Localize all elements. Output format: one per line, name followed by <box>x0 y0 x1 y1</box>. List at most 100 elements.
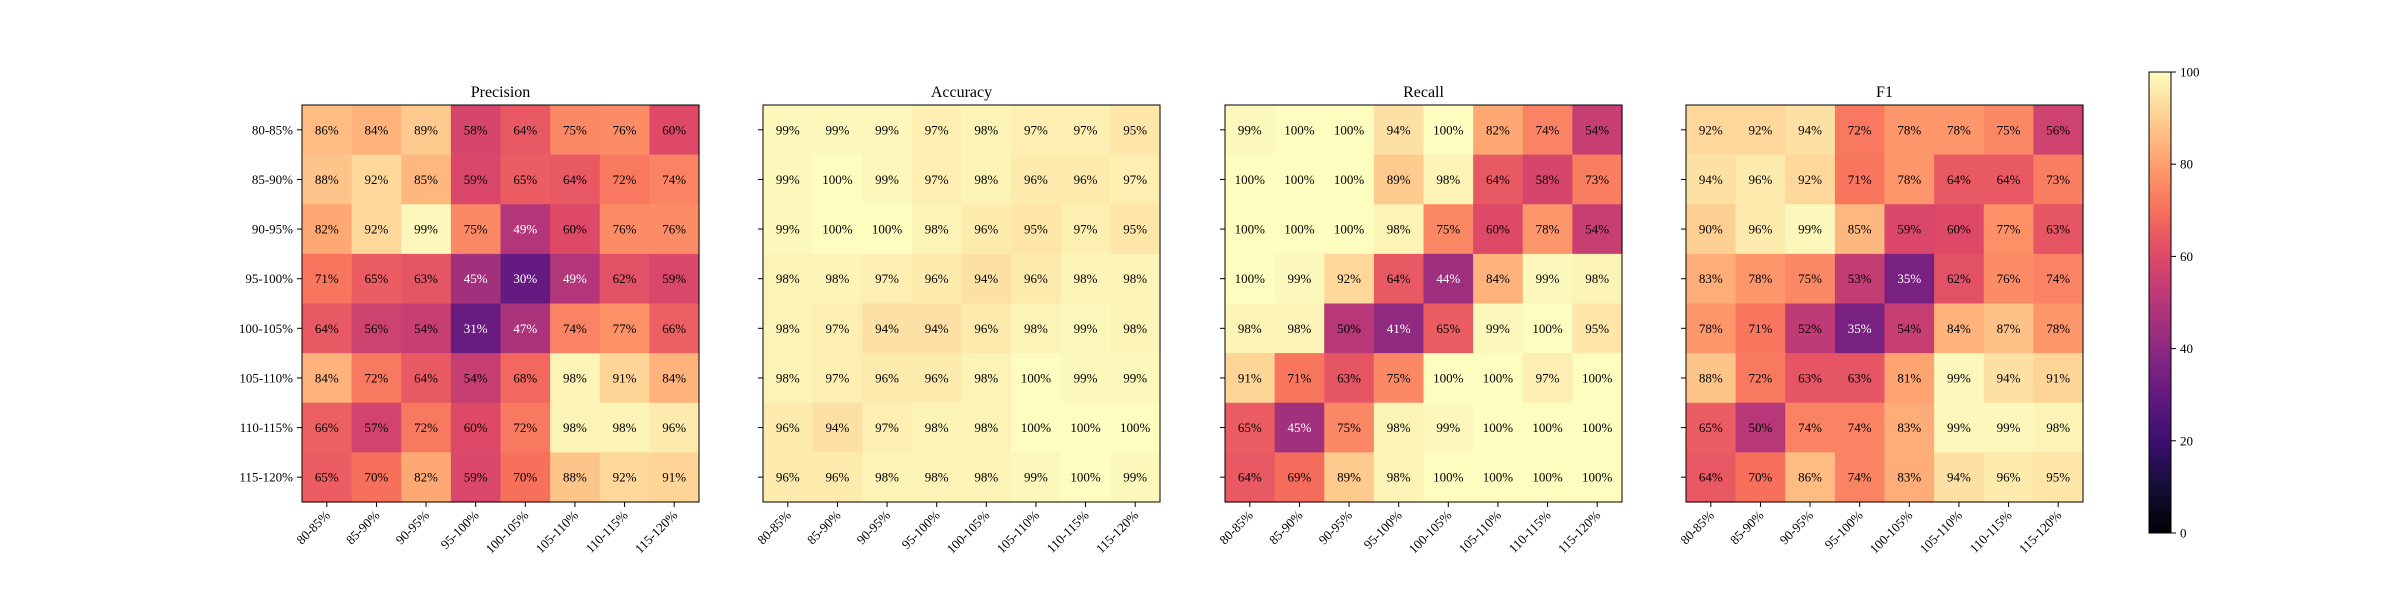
heatmap-cell <box>550 452 601 503</box>
cell-value-label: 100% <box>1284 222 1315 237</box>
cell-value-label: 70% <box>1749 470 1773 485</box>
heatmap-cell <box>1834 303 1886 354</box>
cell-value-label: 100% <box>1235 271 1266 286</box>
heatmap-cell <box>450 303 502 354</box>
heatmap-cell <box>1473 452 1524 503</box>
x-tick-label: 110-115% <box>1505 507 1553 555</box>
heatmap-cell <box>1983 452 2034 503</box>
cell-value-label: 98% <box>1074 271 1098 286</box>
cell-value-label: 74% <box>563 321 587 336</box>
cell-value-label: 76% <box>662 222 686 237</box>
y-tick-label: 80-85% <box>252 122 293 137</box>
panel-frame <box>301 104 700 503</box>
heatmap-cell <box>1473 204 1524 255</box>
heatmap-cell <box>450 154 502 205</box>
heatmap-cell <box>862 253 913 305</box>
cell-value-label: 72% <box>613 172 637 187</box>
heatmap-cell <box>450 353 502 404</box>
x-tick-label: 100-105% <box>944 507 993 556</box>
heatmap-cell <box>1834 452 1886 503</box>
colorbar-tick-label: 60 <box>2180 249 2193 264</box>
cell-value-label: 72% <box>1749 370 1773 385</box>
heatmap-cell <box>599 154 650 205</box>
x-tick-label: 80-85% <box>1216 507 1256 547</box>
x-tick-label: 100-105% <box>1867 507 1916 556</box>
heatmap-cell <box>1423 154 1474 205</box>
cell-value-label: 98% <box>776 321 800 336</box>
heatmap-cell <box>1110 303 1161 354</box>
cell-value-label: 98% <box>1288 321 1312 336</box>
x-tick-label: 80-85% <box>1677 507 1717 547</box>
cell-value-label: 94% <box>826 420 850 435</box>
cell-value-label: 97% <box>826 321 850 336</box>
heatmap-cell <box>2033 402 2084 453</box>
heatmap-cell <box>911 402 963 453</box>
heatmap-cell <box>1225 105 1276 156</box>
heatmap-cell <box>1934 402 1985 453</box>
heatmap-cell <box>1522 303 1573 354</box>
heatmap-cell <box>599 353 650 404</box>
heatmap-cell <box>862 303 913 354</box>
heatmap-cell <box>1884 253 1935 305</box>
cell-value-label: 99% <box>1997 420 2021 435</box>
heatmap-cell <box>1060 204 1111 255</box>
heatmap-cell <box>1785 253 1836 305</box>
y-tick-label: 110-115% <box>240 420 293 435</box>
cell-value-label: 85% <box>414 172 438 187</box>
heatmap-cell <box>1735 452 1786 503</box>
cell-value-label: 54% <box>1897 321 1921 336</box>
heatmap-cell <box>763 353 814 404</box>
cell-value-label: 97% <box>1074 122 1098 137</box>
heatmap-cell <box>1572 402 1623 453</box>
heatmap-cell <box>500 452 551 503</box>
cell-value-label: 92% <box>613 470 637 485</box>
heatmap-cell <box>1834 105 1886 156</box>
cell-value-label: 100% <box>1483 420 1514 435</box>
x-tick-label: 80-85% <box>293 507 333 547</box>
cell-value-label: 78% <box>1897 122 1921 137</box>
colorbar: 0 20 40 60 80 100 <box>2148 65 2200 541</box>
y-tick-label: 95-100% <box>245 271 293 286</box>
cell-value-label: 91% <box>1238 370 1262 385</box>
cell-value-label: 78% <box>1749 271 1773 286</box>
heatmap-cell <box>1522 105 1573 156</box>
panel-title: F1 <box>1876 84 1893 101</box>
cell-value-label: 100% <box>1334 172 1365 187</box>
cell-value-label: 70% <box>513 470 537 485</box>
heatmap-cell <box>1011 105 1062 156</box>
cell-value-label: 99% <box>1123 370 1147 385</box>
cell-value-label: 91% <box>2046 370 2070 385</box>
cell-value-label: 100% <box>1284 122 1315 137</box>
x-tick-label: 90-95% <box>392 507 432 547</box>
heatmap-cell <box>1735 105 1786 156</box>
heatmap-cell <box>1373 402 1425 453</box>
heatmap-cell <box>351 154 402 205</box>
heatmap-panel-recall: Recall 99% 100% 100% 94% 100% 82% 74% 54% 100% 100… <box>1216 84 1623 556</box>
heatmap-panel-f1: F1 92% 92% 94% 72% 78% 78% 75% 56% 94% 96% 92% 71% 78… <box>1677 84 2084 556</box>
heatmap-cell <box>351 253 402 305</box>
heatmap-cell <box>1324 154 1375 205</box>
heatmap-cell <box>911 303 963 354</box>
cell-value-label: 66% <box>662 321 686 336</box>
cell-value-label: 96% <box>826 470 850 485</box>
cell-value-label: 100% <box>1532 321 1563 336</box>
heatmap-cell <box>1373 204 1425 255</box>
cell-value-label: 63% <box>1848 370 1872 385</box>
cell-value-label: 77% <box>613 321 637 336</box>
cell-value-label: 96% <box>974 222 998 237</box>
heatmap-cell <box>302 353 353 404</box>
cell-value-label: 44% <box>1436 271 1460 286</box>
x-tick-label: 110-115% <box>1043 507 1091 555</box>
heatmap-cell <box>1274 353 1325 404</box>
cell-value-label: 58% <box>464 122 488 137</box>
cell-value-label: 84% <box>662 370 686 385</box>
heatmap-cell <box>302 452 353 503</box>
cell-value-label: 98% <box>613 420 637 435</box>
cell-value-label: 100% <box>1284 172 1315 187</box>
cell-value-label: 57% <box>365 420 389 435</box>
heatmap-cell <box>401 303 452 354</box>
cell-value-label: 97% <box>875 420 899 435</box>
heatmap-cell <box>1110 154 1161 205</box>
heatmap-cell <box>1060 105 1111 156</box>
colorbar-gradient <box>2149 72 2171 533</box>
